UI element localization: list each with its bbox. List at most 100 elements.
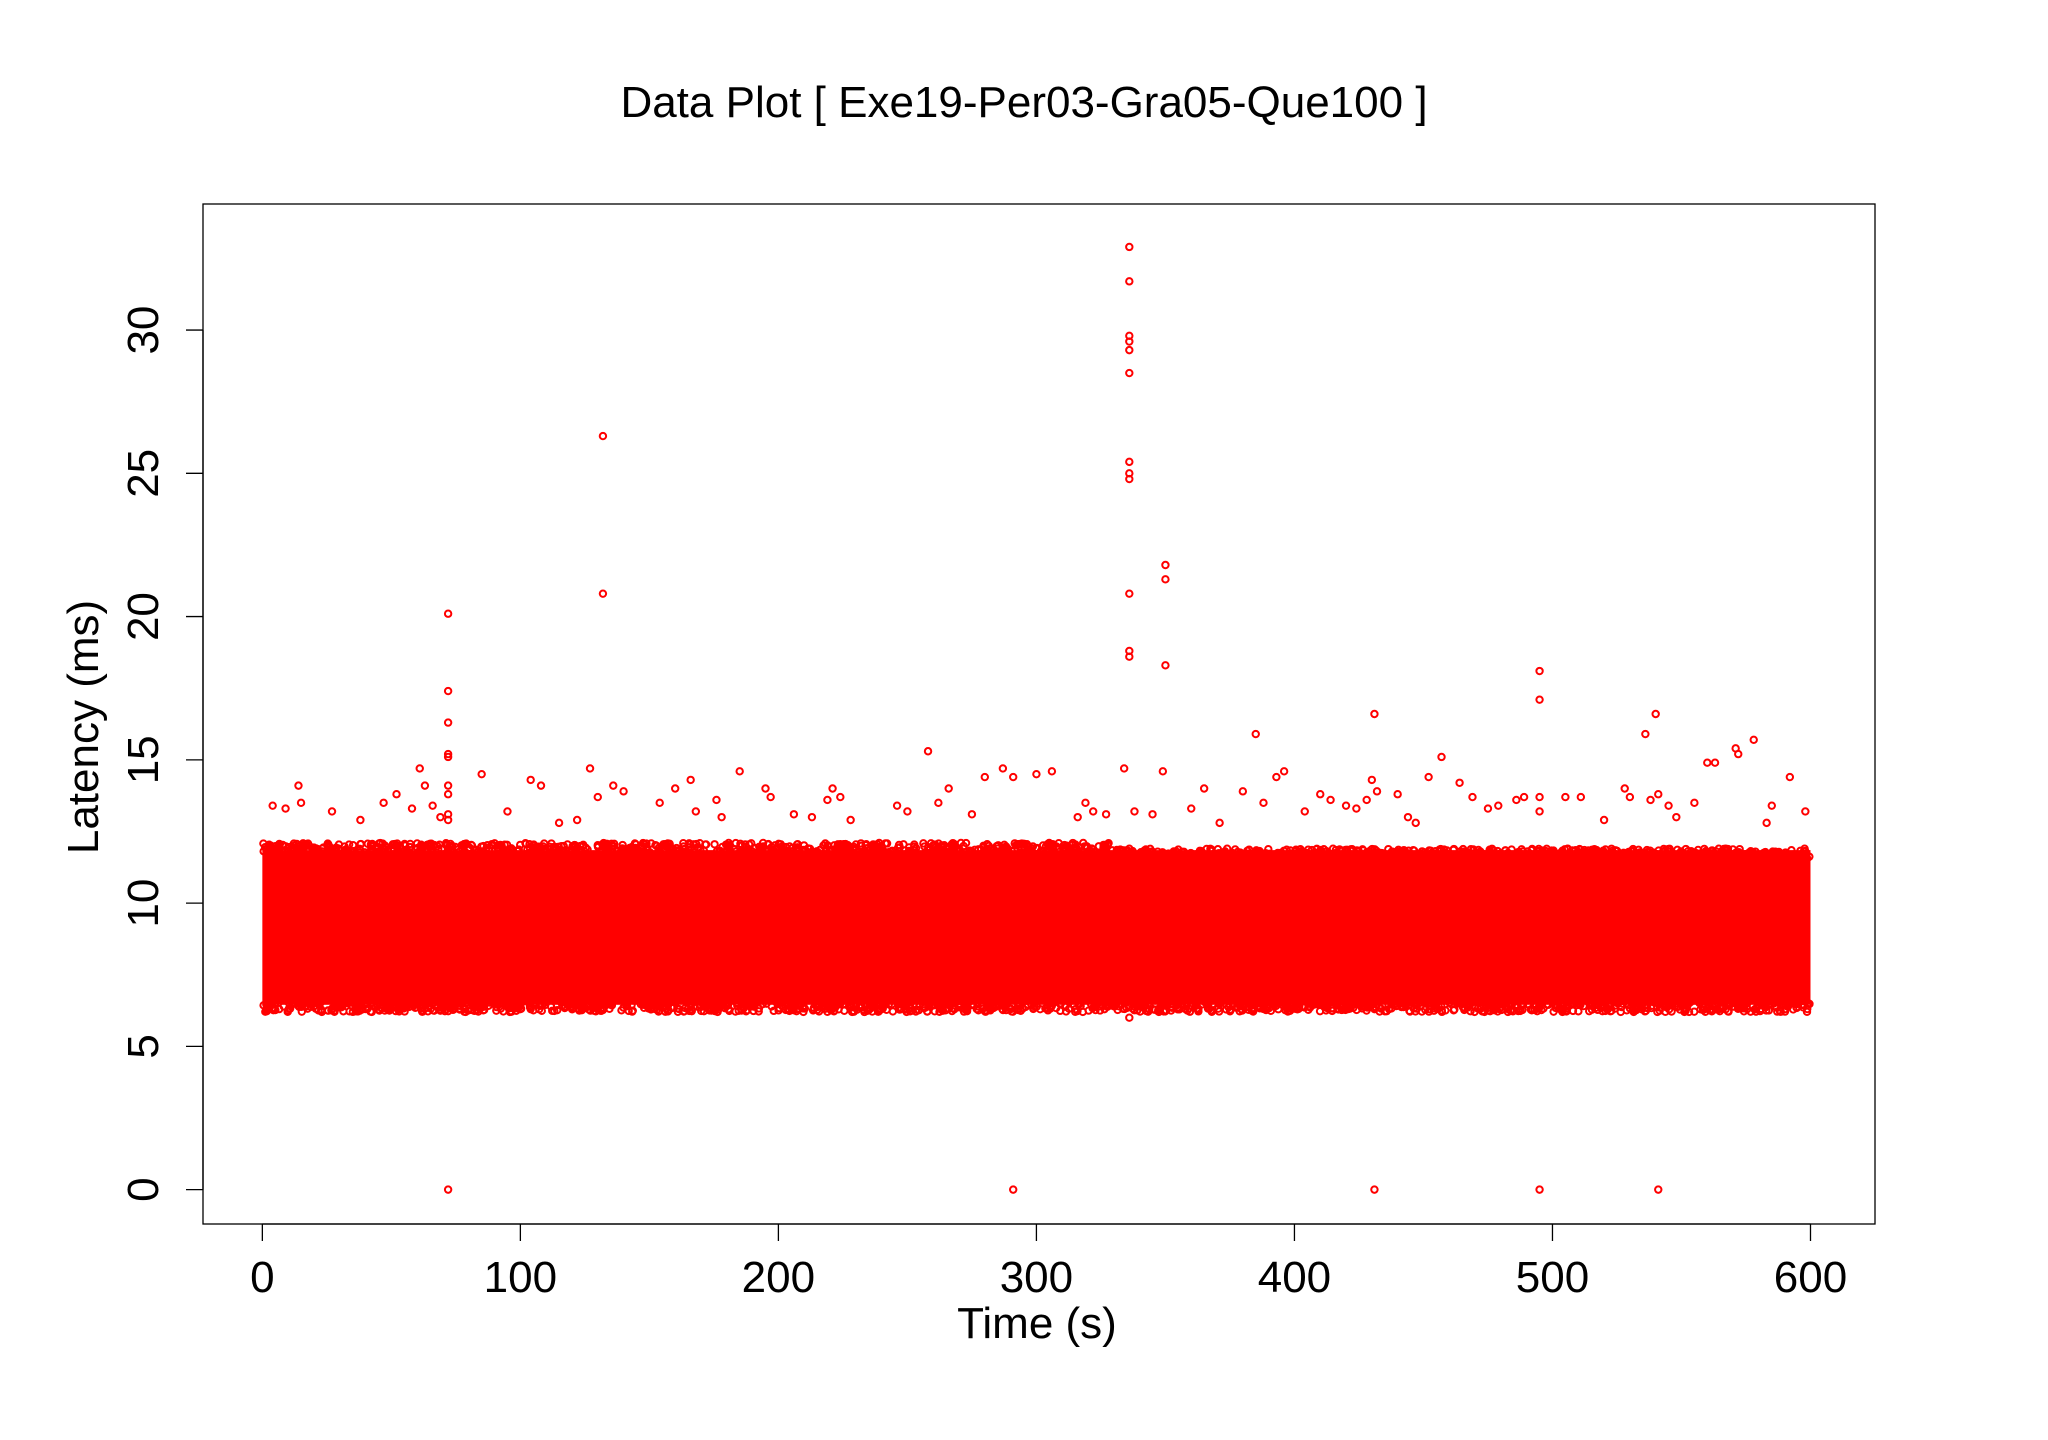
data-point <box>1259 798 1268 808</box>
data-point <box>281 804 290 813</box>
data-point <box>1783 1002 1793 1012</box>
data-point <box>440 1001 450 1010</box>
data-point <box>285 1004 295 1013</box>
data-point <box>1641 729 1650 739</box>
data-point <box>622 1002 632 1011</box>
data-point <box>1646 795 1655 805</box>
x-tick-label: 500 <box>1516 1253 1589 1302</box>
data-point <box>1087 847 1096 857</box>
data-point <box>296 798 306 808</box>
data-point <box>744 840 754 849</box>
data-point <box>893 843 903 853</box>
data-point <box>1460 1005 1469 1015</box>
data-point <box>382 1004 391 1013</box>
y-axis: 0 5 10 15 20 25 30 <box>119 306 204 1202</box>
data-point <box>673 1004 682 1013</box>
data-point <box>1370 709 1379 719</box>
data-point <box>1802 1007 1812 1017</box>
data-point <box>1562 1007 1571 1016</box>
data-point <box>1273 848 1282 858</box>
data-point <box>1407 854 1416 863</box>
data-point <box>567 1004 577 1013</box>
data-point <box>1437 1006 1446 1015</box>
data-point <box>476 1003 485 1013</box>
data-point <box>1312 844 1322 854</box>
data-point <box>719 998 728 1008</box>
y-tick-label: 0 <box>119 1177 168 1201</box>
data-point <box>1535 807 1544 816</box>
data-point <box>392 790 401 799</box>
data-point <box>1253 847 1262 856</box>
data-point <box>1073 812 1082 822</box>
data-point <box>1238 787 1248 796</box>
data-point <box>1681 1000 1691 1009</box>
data-point <box>363 839 372 848</box>
data-point <box>1138 998 1148 1008</box>
data-point <box>1019 839 1029 849</box>
data-point <box>1448 852 1457 861</box>
data-point <box>379 798 388 808</box>
data-point <box>1785 772 1795 782</box>
data-point <box>1204 1000 1213 1010</box>
data-point <box>1254 1001 1263 1011</box>
data-point <box>1158 767 1168 776</box>
x-tick-label: 600 <box>1774 1253 1847 1302</box>
data-point <box>356 815 365 825</box>
data-point <box>1161 661 1170 670</box>
data-point <box>1190 997 1200 1007</box>
data-point <box>710 840 719 849</box>
data-point <box>1068 838 1078 848</box>
data-point <box>849 844 858 854</box>
data-point <box>1541 854 1550 863</box>
data-point <box>477 769 486 779</box>
data-point <box>1466 844 1476 854</box>
data-point <box>1749 735 1758 744</box>
data-point <box>1081 798 1090 808</box>
dense-point-band <box>259 838 1814 1017</box>
data-point <box>679 842 688 851</box>
data-point <box>421 845 431 854</box>
data-point <box>738 848 748 857</box>
data-point <box>968 999 978 1009</box>
data-point <box>1737 1003 1747 1013</box>
data-point <box>829 1003 838 1012</box>
data-point <box>443 815 453 825</box>
data-point <box>1707 849 1717 858</box>
data-point <box>1653 999 1663 1008</box>
data-point <box>409 1001 418 1010</box>
data-point <box>789 810 799 819</box>
data-point <box>480 998 490 1007</box>
data-point <box>1452 852 1462 861</box>
data-point <box>938 1002 947 1011</box>
y-tick-label: 5 <box>119 1034 168 1058</box>
data-point <box>569 841 579 850</box>
data-point <box>1321 1006 1331 1015</box>
data-point <box>962 1003 972 1012</box>
data-point <box>691 807 701 816</box>
data-point <box>1199 784 1209 793</box>
data-point <box>1575 851 1584 861</box>
data-point <box>1130 1002 1139 1011</box>
data-point <box>460 1007 469 1016</box>
data-point <box>1136 848 1146 857</box>
data-point <box>1735 844 1744 854</box>
data-point <box>1387 1004 1396 1013</box>
data-point <box>1074 842 1084 852</box>
data-point <box>1300 807 1309 816</box>
data-point <box>805 844 815 854</box>
data-point <box>894 1003 904 1012</box>
data-point <box>1782 997 1791 1007</box>
data-point <box>1367 844 1377 854</box>
data-point <box>1489 846 1498 855</box>
data-point <box>730 845 739 854</box>
data-point <box>1101 810 1111 819</box>
data-point <box>1790 853 1799 862</box>
data-point <box>724 1004 733 1014</box>
y-tick-label: 15 <box>119 735 168 784</box>
data-point <box>1656 853 1665 862</box>
data-point <box>1362 1006 1371 1015</box>
data-point <box>1027 1000 1036 1009</box>
data-point <box>1125 345 1134 355</box>
data-point <box>1333 998 1343 1008</box>
data-point <box>1473 1004 1483 1013</box>
